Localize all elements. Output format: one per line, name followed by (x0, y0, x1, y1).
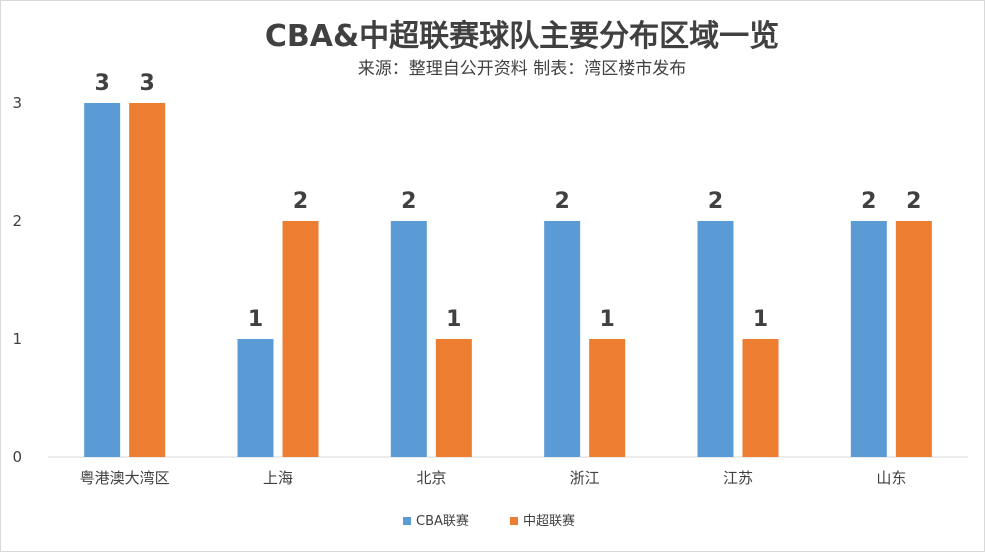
data-label: 2 (293, 189, 308, 214)
bar-cba (850, 221, 887, 457)
bar-cba (84, 103, 121, 457)
data-label: 2 (708, 189, 723, 214)
data-label: 1 (753, 307, 768, 332)
x-category-label: 江苏 (723, 469, 753, 487)
bar-csl (435, 339, 472, 457)
data-label: 3 (140, 71, 155, 96)
y-tick-label: 2 (12, 212, 22, 230)
data-label: 3 (95, 71, 110, 96)
bar-cba (237, 339, 274, 457)
bar-csl (129, 103, 166, 457)
bar-csl (282, 221, 319, 457)
x-category-label: 上海 (263, 469, 293, 487)
x-category-label: 山东 (876, 469, 906, 487)
data-label: 1 (446, 307, 461, 332)
bar-cba (544, 221, 581, 457)
data-label: 2 (861, 189, 876, 214)
data-label: 1 (248, 307, 263, 332)
chart-subtitle: 来源：整理自公开资料 制表：湾区楼市发布 (358, 59, 686, 79)
bar-cba (390, 221, 427, 457)
y-tick-label: 1 (12, 330, 22, 348)
legend-swatch (403, 517, 411, 525)
y-tick-label: 0 (12, 448, 22, 466)
chart-title: CBA&中超联赛球队主要分布区域一览 (265, 19, 779, 54)
data-label: 2 (401, 189, 416, 214)
data-label: 1 (600, 307, 615, 332)
data-label: 2 (555, 189, 570, 214)
bar-csl (895, 221, 932, 457)
x-category-label: 浙江 (570, 469, 600, 487)
legend-label: CBA联赛 (416, 513, 469, 529)
x-category-label: 粤港澳大湾区 (80, 469, 170, 487)
legend-label: 中超联赛 (523, 513, 575, 529)
bar-cba (697, 221, 734, 457)
x-category-label: 北京 (416, 469, 446, 487)
data-label: 2 (906, 189, 921, 214)
bar-csl (589, 339, 626, 457)
bar-csl (742, 339, 779, 457)
legend-swatch (510, 517, 518, 525)
y-tick-label: 3 (12, 94, 22, 112)
